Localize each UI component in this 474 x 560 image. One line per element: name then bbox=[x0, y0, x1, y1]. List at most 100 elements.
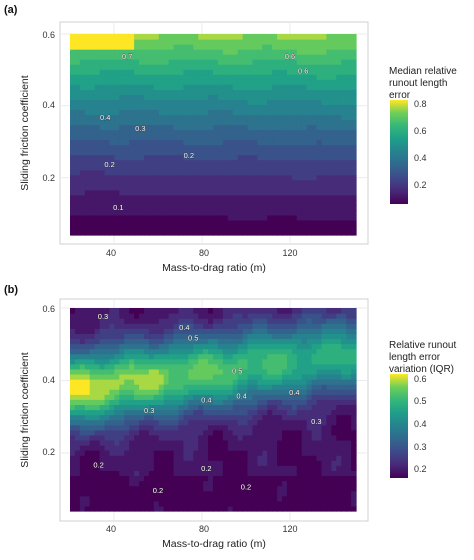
panel-b-surface-cell bbox=[306, 424, 313, 431]
panel-a-surface-cell bbox=[153, 179, 160, 186]
panel-a-surface-cell bbox=[148, 104, 155, 110]
panel-a-surface-cell bbox=[104, 89, 111, 95]
panel-a-surface-cell bbox=[158, 94, 165, 100]
panel-a-surface-cell bbox=[272, 194, 278, 201]
panel-a-surface-cell bbox=[114, 84, 120, 90]
panel-a-surface-cell bbox=[286, 69, 293, 75]
panel-a-surface-cell bbox=[321, 219, 328, 226]
panel-a-surface-cell bbox=[301, 179, 308, 186]
panel-b-surface-cell bbox=[134, 394, 140, 400]
panel-a-surface-cell bbox=[277, 219, 283, 226]
panel-b-surface-cell bbox=[213, 434, 219, 441]
panel-a-surface-cell bbox=[109, 204, 115, 211]
panel-b-surface-cell bbox=[148, 308, 155, 314]
panel-b-surface-cell bbox=[119, 389, 125, 395]
panel-a-surface-cell bbox=[104, 64, 111, 70]
panel-b-surface-cell bbox=[272, 439, 278, 446]
panel-a-surface-cell bbox=[326, 34, 332, 40]
panel-b-surface-cell bbox=[291, 470, 298, 477]
panel-a-surface-cell bbox=[208, 204, 214, 211]
panel-b-surface-cell bbox=[114, 343, 120, 350]
panel-b-surface-cell bbox=[183, 450, 189, 456]
panel-b-surface-cell bbox=[173, 470, 180, 477]
panel-a-surface-cell bbox=[351, 39, 357, 45]
panel-a-surface-cell bbox=[351, 54, 357, 60]
panel-b-surface-cell bbox=[188, 490, 194, 497]
panel-a-surface-cell bbox=[139, 224, 145, 231]
panel-b-surface-cell bbox=[173, 379, 180, 385]
panel-b-surface-cell bbox=[301, 379, 308, 385]
panel-a-surface-cell bbox=[129, 49, 135, 55]
panel-a-contour-label: 0.7 bbox=[122, 52, 132, 61]
panel-a-surface-cell bbox=[252, 159, 258, 166]
panel-a-surface-cell bbox=[168, 229, 175, 236]
panel-a-surface-cell bbox=[79, 124, 86, 131]
panel-a-surface-cell bbox=[178, 219, 185, 226]
panel-a-surface-cell bbox=[306, 124, 313, 131]
panel-b-surface-cell bbox=[203, 429, 209, 436]
panel-a-contour-label: 0.3 bbox=[135, 124, 145, 133]
panel-b-surface-cell bbox=[247, 429, 254, 436]
panel-a-surface-cell bbox=[326, 229, 332, 236]
panel-a-surface-cell bbox=[326, 119, 332, 126]
panel-b-surface-cell bbox=[89, 445, 96, 451]
panel-a-surface-cell bbox=[168, 184, 175, 191]
panel-a-surface-cell bbox=[168, 159, 175, 166]
panel-a-surface-cell bbox=[326, 219, 332, 226]
panel-a-surface-cell bbox=[203, 109, 209, 115]
panel-b-surface-cell bbox=[203, 475, 209, 482]
panel-a-surface-cell bbox=[346, 204, 352, 211]
panel-b-surface-cell bbox=[99, 434, 106, 441]
panel-b-surface-cell bbox=[242, 455, 249, 461]
panel-b-surface-cell bbox=[94, 450, 101, 456]
panel-b-surface-cell bbox=[70, 368, 76, 375]
panel-b-surface-cell bbox=[70, 445, 76, 451]
panel-a-surface-cell bbox=[247, 219, 254, 226]
panel-b-surface-cell bbox=[331, 368, 337, 375]
panel-b-surface-cell bbox=[104, 424, 111, 431]
panel-a-surface-cell bbox=[296, 124, 303, 131]
panel-a-surface-cell bbox=[89, 34, 96, 40]
panel-a-surface-cell bbox=[188, 74, 194, 80]
panel-b-surface-cell bbox=[114, 313, 120, 319]
panel-a-surface-cell bbox=[203, 174, 209, 181]
panel-a-surface-cell bbox=[301, 134, 308, 141]
panel-b-surface-cell bbox=[277, 460, 283, 466]
panel-a-surface-cell bbox=[74, 214, 81, 221]
panel-a-surface-cell bbox=[351, 59, 357, 65]
panel-b-surface-cell bbox=[232, 358, 239, 365]
panel-a-surface-cell bbox=[213, 109, 219, 115]
panel-a-surface-cell bbox=[291, 159, 298, 166]
panel-b-surface-cell bbox=[213, 470, 219, 477]
panel-a-surface-cell bbox=[188, 134, 194, 141]
panel-a-surface-cell bbox=[79, 104, 86, 110]
panel-b-surface-cell bbox=[99, 455, 106, 461]
panel-a-surface-cell bbox=[247, 94, 254, 100]
panel-a-surface-cell bbox=[237, 144, 244, 151]
panel-b-surface-cell bbox=[158, 490, 165, 497]
panel-a-surface-cell bbox=[282, 54, 288, 60]
panel-a-surface-cell bbox=[163, 114, 170, 121]
panel-a-surface-cell bbox=[134, 69, 140, 75]
panel-a-surface-cell bbox=[198, 219, 204, 226]
panel-a-surface-cell bbox=[84, 174, 91, 181]
panel-b-surface-cell bbox=[134, 414, 140, 421]
panel-b-surface-cell bbox=[252, 500, 258, 507]
panel-b-surface-cell bbox=[217, 373, 224, 380]
panel-b-surface-cell bbox=[351, 323, 357, 329]
panel-b-surface-cell bbox=[213, 399, 219, 406]
panel-a-surface-cell bbox=[109, 34, 115, 40]
panel-b-surface-cell bbox=[79, 379, 86, 385]
panel-a-surface-cell bbox=[173, 149, 180, 156]
panel-b-surface-cell bbox=[213, 363, 219, 370]
panel-a-surface-cell bbox=[124, 224, 130, 231]
panel-b-surface-cell bbox=[326, 424, 332, 431]
panel-a-surface-cell bbox=[188, 199, 194, 206]
panel-a-surface-cell bbox=[208, 74, 214, 80]
panel-a-surface-cell bbox=[114, 189, 120, 196]
panel-a-surface-cell bbox=[183, 134, 189, 141]
panel-a-surface-cell bbox=[109, 99, 115, 105]
panel-b-surface-cell bbox=[262, 343, 268, 350]
panel-a-surface-cell bbox=[89, 199, 96, 206]
